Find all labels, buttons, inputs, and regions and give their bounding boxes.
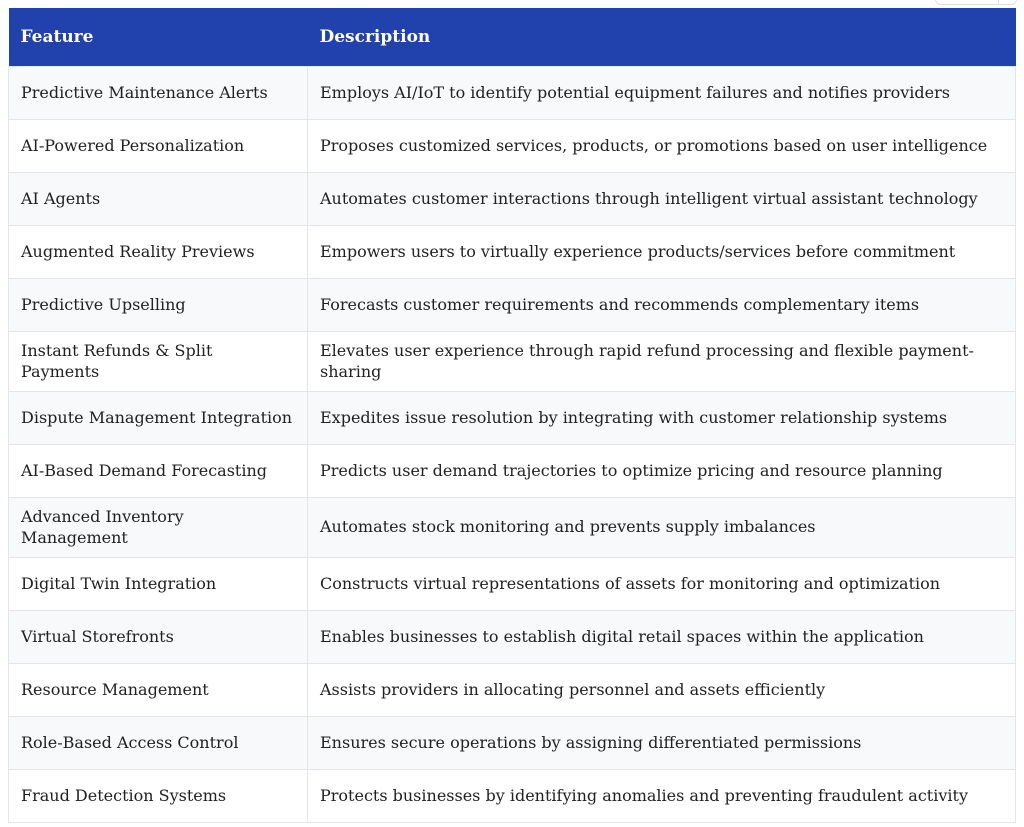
table-row: Predictive Upselling Forecasts customer … <box>8 277 1016 332</box>
table-row: AI Agents Automates customer interaction… <box>8 171 1016 226</box>
feature-cell: Predictive Upselling <box>8 277 308 332</box>
feature-cell: Virtual Storefronts <box>8 609 308 664</box>
description-cell: Constructs virtual representations of as… <box>307 556 1016 611</box>
feature-cell: Digital Twin Integration <box>8 556 308 611</box>
feature-table-container: Feature Description Predictive Maintenan… <box>8 8 1016 823</box>
description-cell: Ensures secure operations by assigning d… <box>307 715 1016 770</box>
description-cell: Predicts user demand trajectories to opt… <box>307 443 1016 498</box>
feature-cell: Augmented Reality Previews <box>8 224 308 279</box>
table-row: Virtual Storefronts Enables businesses t… <box>8 609 1016 664</box>
feature-cell: Predictive Maintenance Alerts <box>8 65 308 120</box>
description-cell: Expedites issue resolution by integratin… <box>307 390 1016 445</box>
feature-cell: AI-Powered Personalization <box>8 118 308 173</box>
description-cell: Forecasts customer requirements and reco… <box>307 277 1016 332</box>
description-cell: Elevates user experience through rapid r… <box>307 330 1016 392</box>
feature-cell: AI Agents <box>8 171 308 226</box>
feature-cell: Dispute Management Integration <box>8 390 308 445</box>
table-row: Digital Twin Integration Constructs virt… <box>8 556 1016 611</box>
table-row: Dispute Management Integration Expedites… <box>8 390 1016 445</box>
feature-cell: Resource Management <box>8 662 308 717</box>
table-body: Predictive Maintenance Alerts Employs AI… <box>8 65 1016 823</box>
table-row: Predictive Maintenance Alerts Employs AI… <box>8 65 1016 120</box>
description-cell: Automates customer interactions through … <box>307 171 1016 226</box>
table-row: Instant Refunds & Split Payments Elevate… <box>8 330 1016 392</box>
table-header: Feature Description <box>8 8 1016 66</box>
column-header-description: Description <box>307 8 1016 66</box>
description-cell: Proposes customized services, products, … <box>307 118 1016 173</box>
description-cell: Employs AI/IoT to identify potential equ… <box>307 65 1016 120</box>
table-row: Augmented Reality Previews Empowers user… <box>8 224 1016 279</box>
table-row: AI-Powered Personalization Proposes cust… <box>8 118 1016 173</box>
feature-cell: Advanced Inventory Management <box>8 496 308 558</box>
table-row: AI-Based Demand Forecasting Predicts use… <box>8 443 1016 498</box>
description-cell: Enables businesses to establish digital … <box>307 609 1016 664</box>
partial-toolbar <box>935 0 1017 5</box>
description-cell: Protects businesses by identifying anoma… <box>307 768 1016 823</box>
feature-cell: AI-Based Demand Forecasting <box>8 443 308 498</box>
table-row: Role-Based Access Control Ensures secure… <box>8 715 1016 770</box>
column-header-feature: Feature <box>8 8 308 66</box>
table-row: Resource Management Assists providers in… <box>8 662 1016 717</box>
description-cell: Automates stock monitoring and prevents … <box>307 496 1016 558</box>
partial-toolbar-button-left[interactable] <box>936 0 999 4</box>
table-row: Advanced Inventory Management Automates … <box>8 496 1016 558</box>
feature-cell: Role-Based Access Control <box>8 715 308 770</box>
feature-cell: Instant Refunds & Split Payments <box>8 330 308 392</box>
table-row: Fraud Detection Systems Protects busines… <box>8 768 1016 823</box>
description-cell: Empowers users to virtually experience p… <box>307 224 1016 279</box>
partial-toolbar-button-right[interactable] <box>999 0 1016 4</box>
feature-cell: Fraud Detection Systems <box>8 768 308 823</box>
description-cell: Assists providers in allocating personne… <box>307 662 1016 717</box>
header-row: Feature Description <box>8 8 1016 66</box>
feature-table: Feature Description Predictive Maintenan… <box>8 8 1016 823</box>
